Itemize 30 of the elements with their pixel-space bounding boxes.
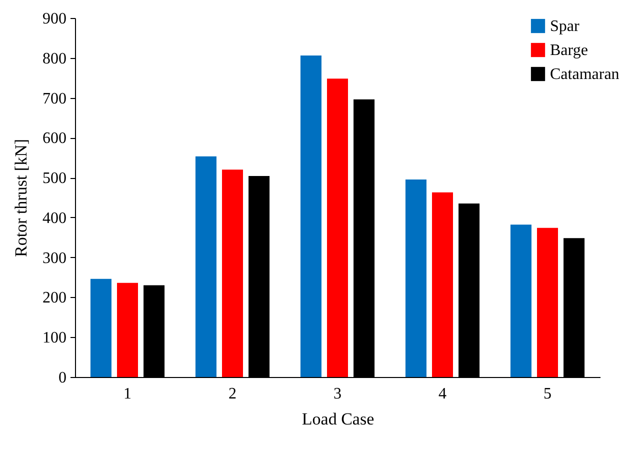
y-tick-label: 200 <box>42 290 66 307</box>
bar <box>300 55 322 377</box>
x-tick-label: 5 <box>544 386 552 402</box>
legend-label: Barge <box>550 42 588 59</box>
y-tick-label: 100 <box>42 330 66 347</box>
y-axis-title: Rotor thrust [kN] <box>12 138 30 258</box>
x-tick-label: 4 <box>438 386 446 402</box>
bar <box>405 180 426 377</box>
legend-label: Catamaran <box>550 66 620 83</box>
y-tick-label: 900 <box>42 10 66 28</box>
bar <box>222 170 243 377</box>
y-tick-label: 600 <box>42 130 66 148</box>
x-tick-label: 2 <box>228 386 236 402</box>
bar <box>195 156 216 377</box>
y-tick-label: 400 <box>42 210 66 227</box>
y-tick-label: 700 <box>42 90 66 108</box>
bar <box>510 224 532 377</box>
y-tick-label: 500 <box>42 170 66 188</box>
bar <box>432 192 453 377</box>
bar <box>117 282 138 377</box>
y-tick-label: 800 <box>42 50 66 68</box>
y-tick-label: 0 <box>58 370 66 386</box>
x-tick-label: 3 <box>334 386 342 402</box>
y-tick-label: 300 <box>42 250 66 267</box>
x-tick-label: 1 <box>124 386 132 402</box>
legend-label: Spar <box>550 18 580 35</box>
bar <box>537 228 558 377</box>
x-axis-title: Load Case <box>302 410 374 428</box>
bar <box>327 78 348 377</box>
bar <box>90 278 112 377</box>
